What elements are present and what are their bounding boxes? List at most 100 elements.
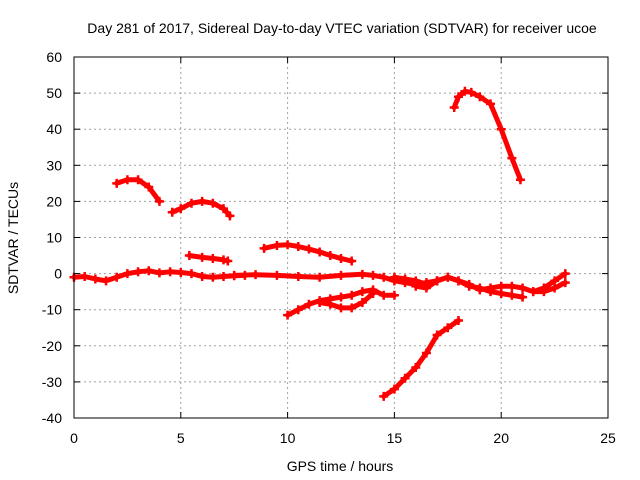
data-point-marker <box>315 247 325 257</box>
data-point-marker <box>251 270 261 280</box>
data-point-marker <box>411 281 421 291</box>
data-point-marker <box>184 251 194 261</box>
series-arc-7 <box>283 285 399 320</box>
data-point-marker <box>176 268 186 278</box>
data-point-marker <box>432 330 442 340</box>
data-point-marker <box>154 196 164 206</box>
data-point-marker <box>421 283 431 293</box>
data-point-marker <box>112 178 122 188</box>
data-point-marker <box>550 276 560 286</box>
data-point-marker <box>133 175 143 185</box>
data-point-marker <box>293 242 303 252</box>
data-point-marker <box>325 251 335 261</box>
x-tick-labels: 0 5 10 15 20 25 <box>70 430 616 446</box>
data-point-marker <box>223 256 233 266</box>
data-point-marker <box>496 124 506 134</box>
data-point-marker <box>90 274 100 284</box>
data-point-marker <box>122 269 132 279</box>
x-tick-label: 5 <box>177 430 185 446</box>
data-point-marker <box>379 272 389 282</box>
data-point-marker <box>507 281 517 291</box>
x-tick-label: 0 <box>70 430 78 446</box>
y-tick-label: -30 <box>42 374 62 390</box>
data-point-marker <box>421 348 431 358</box>
data-point-marker <box>443 323 453 333</box>
data-point-marker <box>389 272 399 282</box>
data-point-marker <box>453 276 463 286</box>
data-point-marker <box>272 270 282 280</box>
data-point-marker <box>259 243 269 253</box>
data-point-marker <box>389 290 399 300</box>
data-point-marker <box>208 253 218 263</box>
data-point-marker <box>186 198 196 208</box>
data-point-marker <box>229 270 239 280</box>
data-point-marker <box>347 256 357 266</box>
y-tick-label: 10 <box>46 230 62 246</box>
y-tick-label: -20 <box>42 338 62 354</box>
data-point-marker <box>560 269 570 279</box>
data-point-marker <box>336 292 346 302</box>
series-arc-2 <box>229 269 442 289</box>
data-point-marker <box>133 267 143 277</box>
data-point-marker <box>283 310 293 320</box>
y-tick-label: 60 <box>46 49 62 65</box>
data-point-marker <box>443 272 453 282</box>
series-arc-8 <box>315 288 378 313</box>
y-tick-label: 0 <box>54 266 62 282</box>
x-tick-label: 20 <box>493 430 509 446</box>
data-point-marker <box>518 283 528 293</box>
data-point-marker <box>449 103 459 113</box>
data-point-marker <box>539 283 549 293</box>
data-point-marker <box>154 268 164 278</box>
data-point-marker <box>379 290 389 300</box>
data-point-marker <box>507 153 517 163</box>
data-point-marker <box>122 175 132 185</box>
data-point-marker <box>528 287 538 297</box>
data-point-marker <box>357 269 367 279</box>
data-point-marker <box>389 384 399 394</box>
data-point-marker <box>315 297 325 307</box>
data-point-marker <box>466 87 476 97</box>
data-point-marker <box>272 240 282 250</box>
data-point-marker <box>197 252 207 262</box>
data-point-marker <box>293 271 303 281</box>
series-arc-13 <box>449 86 525 185</box>
x-tick-label: 25 <box>600 430 616 446</box>
data-point-marker <box>486 283 496 293</box>
data-point-marker <box>197 271 207 281</box>
x-tick-label: 10 <box>280 430 296 446</box>
x-tick-label: 15 <box>387 430 403 446</box>
data-point-marker <box>368 270 378 280</box>
data-point-marker <box>101 276 111 286</box>
data-point-marker <box>357 287 367 297</box>
data-point-marker <box>560 278 570 288</box>
y-axis-label: SDTVAR / TECUs <box>5 182 21 294</box>
data-point-marker <box>176 204 186 214</box>
series-arc-12 <box>528 269 570 297</box>
data-point-marker <box>400 373 410 383</box>
data-point-marker <box>368 288 378 298</box>
data-point-marker <box>208 272 218 282</box>
y-tick-label: -10 <box>42 302 62 318</box>
series-arc-3 <box>112 175 164 206</box>
y-tick-label: 50 <box>46 85 62 101</box>
data-point-marker <box>144 266 154 276</box>
data-point-marker <box>167 207 177 217</box>
grid <box>74 57 608 418</box>
data-point-marker <box>208 198 218 208</box>
axis-ticks <box>73 56 609 419</box>
data-point-marker <box>186 269 196 279</box>
data-point-marker <box>283 240 293 250</box>
series-line <box>530 271 568 295</box>
data-point-marker <box>315 272 325 282</box>
series-arc-4 <box>167 196 235 221</box>
data-point-marker <box>400 274 410 284</box>
data-point-marker <box>464 279 474 289</box>
series-arc-6 <box>259 240 357 266</box>
data-point-marker <box>112 272 122 282</box>
data-point-marker <box>496 281 506 291</box>
data-point-marker <box>518 292 528 302</box>
data-point-marker <box>432 276 442 286</box>
y-tick-label: 30 <box>46 157 62 173</box>
